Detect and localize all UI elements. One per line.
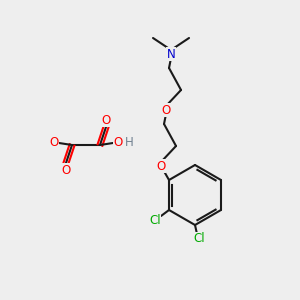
Text: O: O [101,113,111,127]
Text: Cl: Cl [149,214,161,226]
Text: O: O [61,164,70,176]
Text: O: O [50,136,58,149]
Text: Cl: Cl [193,232,205,245]
Text: O: O [156,160,166,172]
Text: O: O [113,136,123,149]
Text: H: H [124,136,134,149]
Text: O: O [161,103,171,116]
Text: N: N [167,47,176,61]
